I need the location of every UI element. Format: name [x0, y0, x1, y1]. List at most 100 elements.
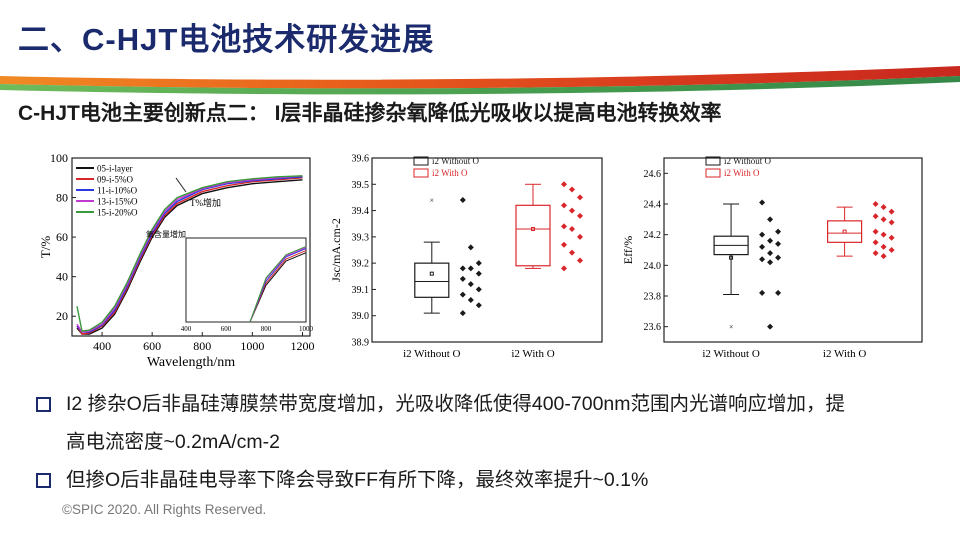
data-point — [759, 256, 766, 263]
box-mean-marker — [729, 255, 734, 260]
data-point — [569, 186, 575, 193]
data-point — [880, 243, 887, 250]
x-tick-label: 400 — [93, 339, 111, 353]
plot-frame — [71, 157, 311, 337]
data-point — [775, 228, 782, 235]
data-point — [775, 289, 782, 296]
x-category-label: i2 Without O — [702, 348, 759, 360]
series-line-15-i-20%O — [76, 175, 303, 332]
data-point — [759, 289, 766, 296]
y-tick-label: 40 — [56, 270, 68, 284]
bullet-list: I2 掺杂O后非晶硅薄膜禁带宽度增加，光吸收降低使得400-700nm范围内光谱… — [34, 385, 934, 499]
eff-boxplot-svg: 23.6 23.8 24.0 24.2 24.4 24.6 Eff/% i2 Without … — [621, 156, 923, 360]
annotation-text: 氧含量增加 — [146, 229, 186, 239]
data-point — [569, 207, 575, 214]
box-iqr — [827, 220, 863, 243]
inset-series-line — [249, 245, 307, 323]
legend-label: 11-i-10%O — [97, 186, 138, 196]
legend-label: i2 Without O — [724, 156, 771, 166]
legend-swatch — [413, 168, 429, 178]
data-point — [888, 247, 895, 253]
transmittance-chart-svg: 20 40 60 80 100 400 600 800 1000 1200 Wavelength/n… — [38, 151, 314, 370]
series-line-05-i-layer — [76, 179, 303, 335]
data-point — [767, 237, 774, 244]
annotation-text: T%增加 — [190, 197, 221, 208]
annotation-arrow — [175, 177, 187, 193]
square-bullet-icon — [36, 473, 51, 488]
bullet-text-line: 高电流密度~0.2mA/cm-2 — [66, 431, 280, 453]
data-point — [475, 286, 482, 293]
data-point — [872, 201, 879, 207]
data-point — [888, 208, 895, 215]
x-category-label: i2 With O — [823, 348, 866, 360]
inset-x-tick-label: 600 — [221, 325, 232, 333]
box-iqr — [414, 262, 450, 298]
y-tick-label: 38.9 — [352, 338, 370, 349]
y-tick-label: 39.6 — [352, 154, 370, 165]
y-axis-label: Eff/% — [621, 236, 635, 264]
data-point — [577, 194, 583, 201]
bullet-text-line: 但掺O后非晶硅电导率下降会导致FF有所下降，最终效率提升~0.1% — [66, 469, 649, 491]
y-tick-label: 39.2 — [352, 259, 370, 270]
data-point — [888, 234, 895, 241]
inset-x-tick-label: 1000 — [299, 325, 314, 333]
y-tick-label: 39.5 — [352, 180, 370, 191]
legend-label: i2 With O — [724, 168, 760, 178]
y-tick-label: 60 — [56, 230, 68, 244]
data-point — [880, 253, 887, 260]
x-tick-label: 800 — [193, 339, 211, 353]
box-mean-marker — [842, 229, 847, 234]
data-point — [577, 233, 583, 240]
data-point — [880, 216, 887, 223]
data-point — [880, 204, 887, 211]
x-tick-label: 600 — [143, 339, 161, 353]
y-tick-label: 20 — [56, 309, 68, 323]
series-line-11-i-10%O — [76, 176, 303, 333]
data-point — [459, 265, 466, 272]
data-point — [467, 281, 474, 288]
y-tick-label: 24.0 — [644, 261, 662, 272]
data-point — [569, 249, 575, 256]
y-axis-label: Jsc/mA.cm-2 — [329, 218, 343, 282]
box-mean-marker — [531, 226, 535, 231]
transmittance-chart: 20 40 60 80 100 400 600 800 1000 1200 Wavelength/n… — [38, 150, 320, 370]
data-point — [561, 223, 567, 230]
data-point — [467, 244, 474, 251]
outlier-marker: × — [430, 196, 435, 205]
data-point — [459, 275, 466, 282]
legend-swatch — [705, 156, 721, 166]
series-line-09-i-5%O — [76, 177, 303, 335]
legend-label: 05-i-layer — [97, 164, 132, 174]
data-point — [561, 181, 567, 188]
data-point — [459, 291, 466, 298]
square-bullet-icon — [36, 397, 51, 412]
inset-frame — [185, 237, 307, 323]
legend-label: 13-i-15%O — [97, 197, 138, 207]
data-point — [561, 202, 567, 209]
data-point — [872, 239, 879, 246]
y-tick-label: 100 — [50, 151, 68, 165]
page-title: 二、C-HJT电池技术研发进展 — [18, 22, 435, 57]
section-subtitle: C-HJT电池主要创新点二： I层非晶硅掺杂氧降低光吸收以提高电池转换效率 — [18, 102, 722, 125]
data-point — [577, 212, 583, 219]
x-tick-label: 1000 — [240, 339, 264, 353]
y-tick-label: 80 — [56, 191, 68, 205]
plot-frame — [371, 157, 603, 343]
data-point — [759, 199, 766, 206]
bullet-text-line: I2 掺杂O后非晶硅薄膜禁带宽度增加，光吸收降低使得400-700nm范围内光谱… — [66, 393, 846, 415]
legend-swatch — [413, 156, 429, 166]
data-point — [561, 265, 567, 272]
y-tick-label: 39.4 — [352, 206, 370, 217]
y-tick-label: 24.6 — [644, 169, 662, 180]
y-tick-label: 23.6 — [644, 322, 662, 333]
data-point — [767, 216, 774, 223]
data-point — [569, 225, 575, 232]
data-point — [475, 260, 482, 267]
jsc-boxplot-chart: 38.9 39.0 39.1 39.2 39.3 39.4 39.5 39.6 Jsc/mA.c… — [328, 150, 610, 372]
y-tick-label: 39.3 — [352, 232, 370, 243]
y-tick-label: 23.8 — [644, 292, 662, 303]
data-point — [767, 250, 774, 257]
data-point — [577, 257, 583, 264]
x-category-label: i2 With O — [511, 348, 554, 360]
y-tick-label: 24.4 — [644, 200, 662, 211]
